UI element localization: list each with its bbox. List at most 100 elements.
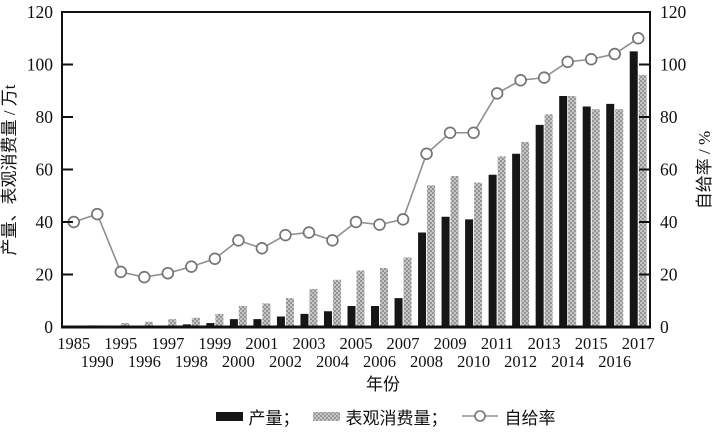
x-axis-tick-label: 2007: [387, 334, 420, 353]
bar-产量-2016: [606, 103, 615, 327]
consumption-swatch-icon: [312, 411, 340, 421]
right-axis-tick-label: 80: [660, 107, 678, 127]
x-axis-tick-label: 2015: [575, 334, 608, 353]
left-axis-tick-label: 60: [36, 160, 54, 180]
line-marker-2004: [326, 234, 339, 247]
bar-产量-1999: [206, 323, 215, 327]
bar-产量-2003: [300, 313, 309, 327]
bar-产量-2011: [488, 174, 497, 327]
right-axis-tick-label: 0: [660, 317, 669, 337]
bar-表观消费量-1995: [121, 323, 130, 327]
line-marker-2005: [349, 215, 363, 229]
x-axis-tick-label: 1998: [175, 352, 208, 371]
axes-group: 0204060801001200204060801001201985199019…: [0, 2, 714, 394]
bar-产量-2002: [276, 316, 285, 327]
bar-表观消费量-2011: [497, 156, 506, 327]
x-axis-tick-label: 2002: [269, 352, 302, 371]
x-axis-tick-label: 1990: [81, 352, 114, 371]
right-axis-title: 自给率 / %: [695, 131, 714, 209]
bar-表观消费量-2015: [591, 109, 600, 327]
line-marker-2012: [514, 73, 527, 87]
left-axis-tick-label: 120: [27, 2, 54, 22]
bar-表观消费量-2016: [615, 109, 624, 327]
x-axis-tick-label: 2004: [316, 352, 349, 371]
bar-表观消费量-2007: [403, 257, 412, 327]
x-axis-tick-label: 2003: [292, 334, 325, 353]
left-axis-tick-label: 0: [44, 317, 53, 337]
line-marker-2000: [232, 234, 245, 247]
bar-表观消费量-2000: [238, 306, 247, 327]
x-axis-tick-label: 2017: [622, 334, 655, 353]
legend-item-self-sufficiency: 自给率: [461, 404, 556, 429]
x-axis-tick-label: 2012: [504, 352, 537, 371]
line-marker-2006: [373, 218, 386, 231]
bar-产量-2001: [253, 319, 262, 327]
right-axis-tick-label: 120: [660, 2, 687, 22]
x-axis-tick-label: 2009: [434, 334, 467, 353]
line-marker-2003: [302, 226, 316, 239]
bar-产量-2013: [535, 124, 544, 327]
legend-item-consumption: 表观消费量；: [312, 404, 448, 429]
bar-表观消费量-2002: [285, 298, 294, 327]
bar-表观消费量-2008: [427, 185, 436, 327]
x-axis-tick-label: 2000: [222, 352, 255, 371]
x-axis-tick-label: 2001: [245, 334, 278, 353]
x-axis-tick-label: 2006: [363, 352, 396, 371]
bar-产量-2012: [512, 153, 521, 327]
bar-产量-2005: [347, 306, 356, 327]
x-axis-tick-label: 2008: [410, 352, 443, 371]
line-marker-1996: [138, 270, 151, 284]
line-marker-2016: [608, 47, 621, 61]
line-marker-2014: [561, 55, 574, 69]
bar-表观消费量-2006: [380, 267, 389, 327]
bar-产量-2015: [582, 106, 591, 327]
line-marker-2017: [631, 31, 645, 45]
x-axis-tick-label: 1997: [151, 334, 184, 353]
left-axis-title: 产量、表观消费量 / 万t: [0, 84, 19, 255]
right-axis-tick-label: 20: [660, 265, 678, 285]
legend-label-consumption: 表观消费量；: [345, 408, 448, 428]
line-marker-1999: [208, 252, 222, 266]
x-axis-tick-label: 1999: [198, 334, 231, 353]
bar-表观消费量-2004: [332, 279, 341, 327]
legend-label-production: 产量；: [248, 408, 300, 428]
bars-group: [65, 51, 647, 328]
line-marker-2015: [584, 52, 598, 66]
x-axis-title: 年份: [366, 375, 400, 394]
left-axis-tick-label: 20: [36, 265, 54, 285]
bar-产量-2008: [418, 232, 427, 327]
line-marker-swatch-icon: [461, 410, 498, 422]
bar-表观消费量-2014: [568, 96, 577, 327]
bar-表观消费量-1996: [144, 321, 153, 327]
bar-表观消费量-1999: [215, 313, 224, 327]
right-axis-tick-label: 60: [660, 160, 678, 180]
left-axis-tick-label: 40: [36, 212, 54, 232]
bar-表观消费量-2005: [356, 270, 365, 327]
bar-表观消费量-2010: [474, 182, 483, 327]
line-marker-2013: [537, 71, 551, 84]
x-axis-tick-label: 2010: [457, 352, 490, 371]
line-marker-2002: [279, 228, 292, 242]
line-marker-1998: [185, 260, 198, 273]
line-marker-1995: [114, 265, 128, 279]
self-sufficiency-line: [73, 37, 639, 278]
bar-表观消费量-2012: [521, 141, 530, 327]
left-axis-tick-label: 100: [27, 55, 54, 75]
line-marker-2011: [490, 87, 504, 100]
bar-产量-2017: [629, 51, 638, 327]
bar-产量-2004: [323, 311, 332, 327]
bar-产量-2007: [394, 298, 403, 327]
bar-表观消费量-2001: [262, 303, 271, 327]
bar-表观消费量-2017: [638, 75, 647, 327]
bar-产量-2014: [559, 96, 568, 327]
x-axis-tick-label: 2016: [598, 352, 631, 371]
x-axis-tick-label: 1985: [57, 334, 90, 353]
line-marker-1997: [161, 266, 175, 280]
x-axis-tick-label: 1995: [104, 334, 137, 353]
production-swatch-icon: [215, 411, 243, 421]
line-marker-1990: [91, 207, 104, 221]
line-marker-2001: [255, 242, 269, 255]
bar-表观消费量-2009: [450, 176, 459, 327]
